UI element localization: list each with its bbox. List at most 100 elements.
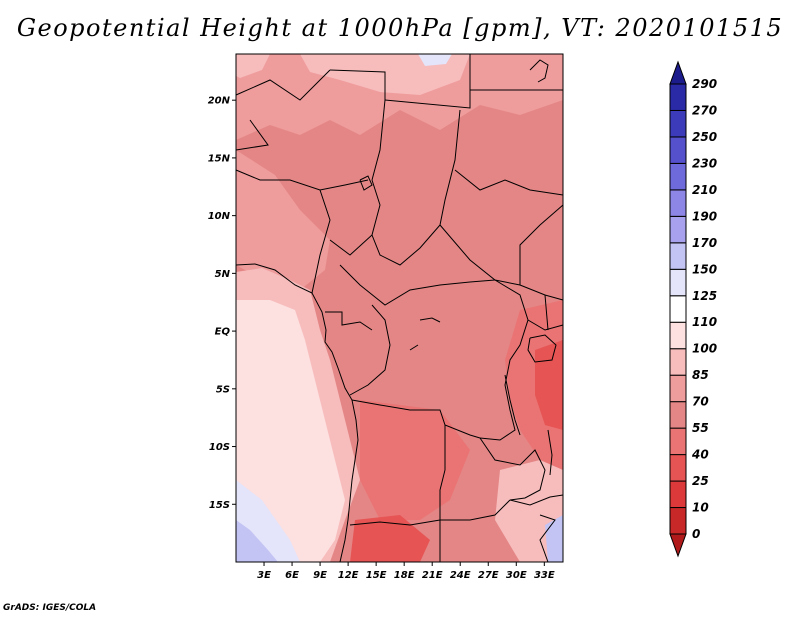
field-blue-north xyxy=(418,54,452,66)
colorbar-box xyxy=(669,215,687,244)
colorbar-label: 110 xyxy=(692,315,717,329)
lat-tick-label: 10S xyxy=(209,442,230,453)
field-east-darker xyxy=(535,340,563,430)
grads-credit: GrADS: IGES/COLA xyxy=(3,603,97,613)
colorbar-label: 150 xyxy=(692,262,717,276)
colorbar-box xyxy=(669,268,687,297)
colorbar-box xyxy=(669,321,687,350)
lon-tick-label: 21E xyxy=(422,570,443,581)
colorbar-box xyxy=(669,374,687,403)
lake-chad xyxy=(359,175,373,191)
colorbar-box xyxy=(669,427,687,456)
border-zim-moz xyxy=(509,494,564,506)
border-kenya xyxy=(544,294,549,331)
border-gabon-congo xyxy=(325,311,373,331)
border-mali-niger xyxy=(235,119,269,151)
border-congo-drc xyxy=(349,304,391,396)
colorbar-label: 230 xyxy=(692,156,717,170)
colorbar-box xyxy=(669,189,687,217)
border-drc-angola xyxy=(351,399,481,439)
congo-river-b xyxy=(409,344,419,351)
map-frame xyxy=(235,53,564,563)
colorbar-label: 0 xyxy=(692,527,700,541)
congo-river-a xyxy=(419,317,441,323)
colorbar: 0 10 25 40 55 70 85 100 110 125 150 170 190 210 230 250… xyxy=(669,60,717,558)
field-sahara-pale-2 xyxy=(236,54,270,78)
colorbar-label: 40 xyxy=(691,448,709,462)
lon-tick-label: 18E xyxy=(394,570,415,581)
lat-tick-label: EQ xyxy=(215,327,231,338)
field-ocean-pale xyxy=(236,300,345,562)
border-egypt-sudan xyxy=(384,54,471,109)
field-central-dark xyxy=(380,120,460,240)
colorbar-box xyxy=(669,295,687,323)
colorbar-label: 70 xyxy=(692,395,709,409)
field-ocean-blue-b xyxy=(236,520,278,562)
lon-tick-label: 30E xyxy=(506,570,527,581)
colorbar-box xyxy=(669,109,687,138)
colorbar-label: 85 xyxy=(692,368,709,382)
lat-tick-label: 5N xyxy=(215,269,231,280)
lon-tick-label: 3E xyxy=(257,570,271,581)
border-cameroon-car xyxy=(329,234,373,256)
sinai-red-sea xyxy=(529,59,549,83)
colorbar-box xyxy=(669,83,687,111)
border-angola-zambia xyxy=(439,425,446,520)
border-drc-east xyxy=(479,279,529,441)
border-zambia-east xyxy=(479,437,546,501)
colorbar-end-low xyxy=(669,533,687,558)
border-eritrea xyxy=(454,169,564,196)
colorbar-label: 55 xyxy=(692,421,709,435)
lon-tick-label: 15E xyxy=(366,570,387,581)
lon-tick-label: 27E xyxy=(478,570,499,581)
colorbar-box xyxy=(669,348,687,376)
map-field xyxy=(236,54,563,562)
lon-tick-label: 9E xyxy=(313,570,327,581)
map-axes: 3E 6E 9E 12E 15E 18E 21E 24E 27E 30E 33E 20N 15N 10N 5… xyxy=(208,96,555,581)
lon-tick-label: 24E xyxy=(450,570,471,581)
colorbar-label: 270 xyxy=(692,103,717,117)
lat-tick-label: 20N xyxy=(208,96,231,107)
coastline-west xyxy=(235,263,359,563)
colorbar-box xyxy=(669,480,687,509)
colorbar-label: 190 xyxy=(692,209,717,223)
border-car-drc xyxy=(339,264,496,306)
map-title: Geopotential Height at 1000hPa [gpm], VT… xyxy=(16,14,784,42)
colorbar-box xyxy=(669,162,687,191)
colorbar-label: 100 xyxy=(692,342,717,356)
colorbar-label: 125 xyxy=(692,289,717,303)
lon-tick-label: 12E xyxy=(338,570,359,581)
colorbar-label: 290 xyxy=(692,77,717,91)
border-nigeria-cameroon xyxy=(311,189,331,294)
border-moz xyxy=(539,514,556,563)
lat-tick-label: 5S xyxy=(216,384,230,395)
lake-victoria xyxy=(527,334,557,363)
colorbar-box xyxy=(669,454,687,482)
colorbar-box xyxy=(669,136,687,164)
colorbar-label: 10 xyxy=(692,501,709,515)
field-westafrica-light xyxy=(236,150,330,290)
border-niger-nigeria xyxy=(235,169,369,191)
lat-tick-label: 15N xyxy=(208,153,231,164)
lon-tick-label: 33E xyxy=(534,570,555,581)
border-sudan-east xyxy=(439,109,461,226)
border-chad-sudan xyxy=(371,179,441,266)
border-algeria-niger xyxy=(235,69,331,101)
colorbar-label: 170 xyxy=(692,236,717,250)
border-sudan-ss xyxy=(439,224,521,286)
lat-tick-label: 10N xyxy=(208,211,231,222)
colorbar-box xyxy=(669,507,687,535)
colorbar-box xyxy=(669,401,687,429)
colorbar-label: 25 xyxy=(692,474,709,488)
field-east-dark xyxy=(505,300,563,470)
field-north-light xyxy=(236,54,563,140)
lake-malawi xyxy=(547,429,553,476)
lake-tanganyika xyxy=(504,374,521,436)
border-tanzania xyxy=(527,319,564,331)
border-ethiopia xyxy=(519,204,564,301)
field-south-dark xyxy=(360,400,470,520)
lat-tick-label: 15S xyxy=(209,500,230,511)
colorbar-end-high xyxy=(669,60,687,85)
lon-tick-label: 6E xyxy=(285,570,299,581)
